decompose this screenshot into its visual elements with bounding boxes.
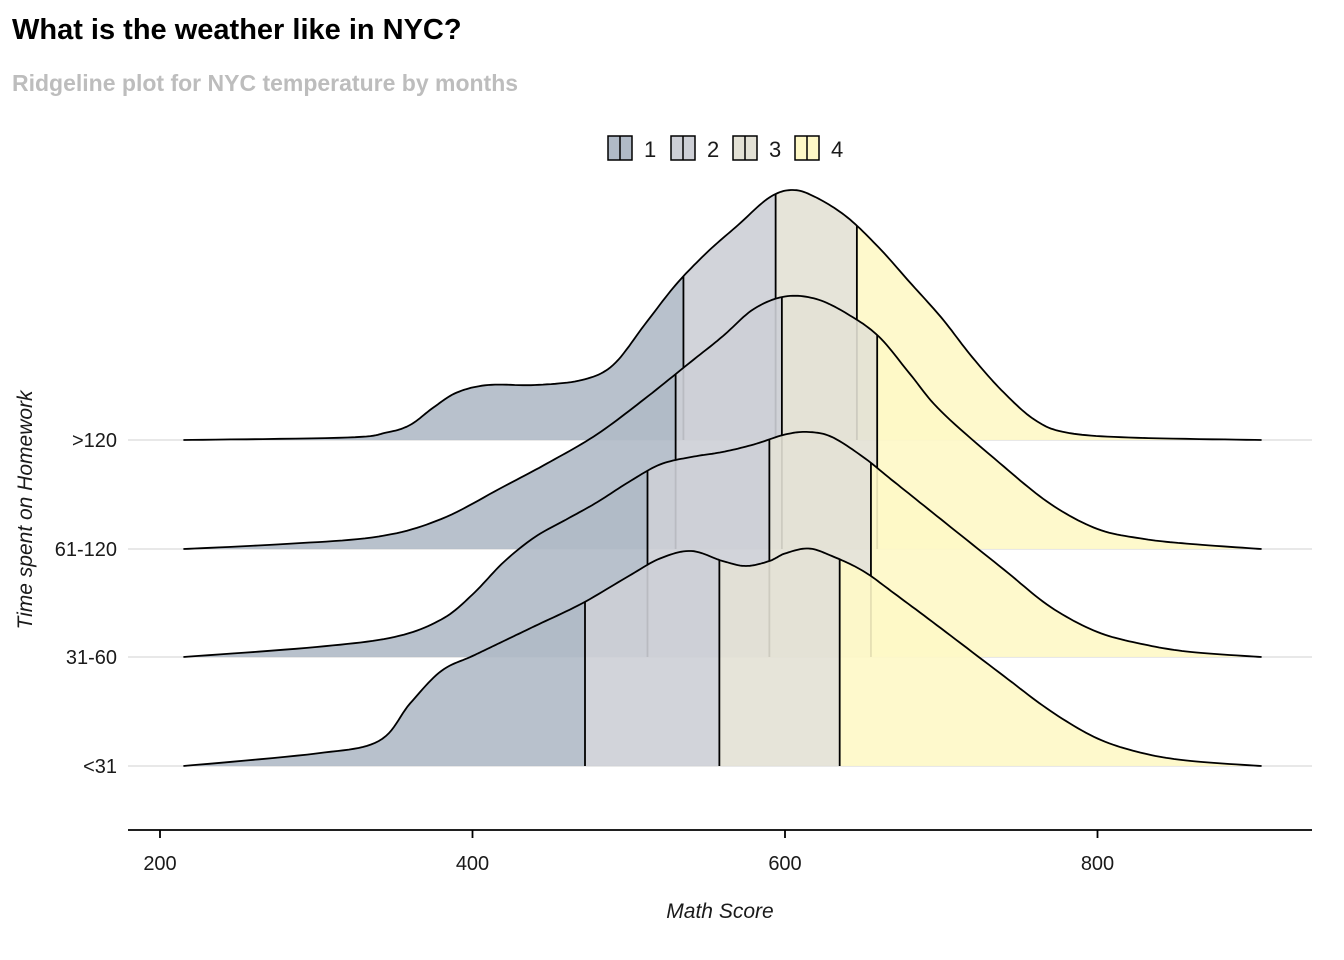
- ridge-outline: [183, 547, 1262, 767]
- legend-item: 4: [794, 135, 843, 162]
- legend-item: 1: [607, 135, 656, 162]
- legend-item: 3: [732, 135, 781, 162]
- x-axis: 200 400 600 800 Math Score: [128, 829, 1312, 923]
- y-tick-label: <31: [83, 756, 117, 778]
- ridge-outline: [183, 294, 1262, 550]
- ridge-quantile-area: [183, 470, 648, 657]
- legend-label: 3: [769, 137, 781, 162]
- y-axis: <31 31-60 61-120 >120 Time spent on Homework: [14, 389, 117, 778]
- ridge-quantile-area: [870, 462, 1262, 657]
- legend-label: 2: [707, 137, 719, 162]
- ridges: [183, 189, 1262, 767]
- legend: 1 2 3 4: [607, 135, 843, 162]
- ridge-quantile-area: [183, 374, 676, 549]
- legend-item: 2: [670, 135, 719, 162]
- ridge-quantile-area: [839, 559, 1262, 766]
- chart-subtitle: Ridgeline plot for NYC temperature by mo…: [12, 70, 519, 96]
- x-tick-label: 800: [1081, 853, 1114, 875]
- ridge-quantile-area: [856, 225, 1262, 440]
- y-tick-label: 61-120: [55, 539, 117, 561]
- ridge-quantile-area: [183, 276, 684, 440]
- y-tick-label: >120: [72, 430, 117, 452]
- ridge-quantile-area: [719, 548, 840, 766]
- ridge-1: [183, 547, 1262, 767]
- ridge-quantile-area: [877, 335, 1262, 549]
- legend-label: 4: [831, 137, 843, 162]
- chart-title: What is the weather like in NYC?: [12, 14, 462, 46]
- y-tick-label: 31-60: [66, 647, 117, 669]
- x-tick-label: 400: [456, 853, 489, 875]
- x-tick-label: 600: [768, 853, 801, 875]
- ridge-quantile-area: [585, 551, 720, 766]
- x-tick-label: 200: [143, 853, 176, 875]
- y-axis-title: Time spent on Homework: [14, 389, 37, 630]
- ridge-outline: [183, 431, 1262, 658]
- ridge-quantile-area: [183, 601, 585, 766]
- legend-label: 1: [644, 137, 656, 162]
- ridge-outline: [183, 189, 1262, 441]
- x-axis-title: Math Score: [666, 900, 773, 923]
